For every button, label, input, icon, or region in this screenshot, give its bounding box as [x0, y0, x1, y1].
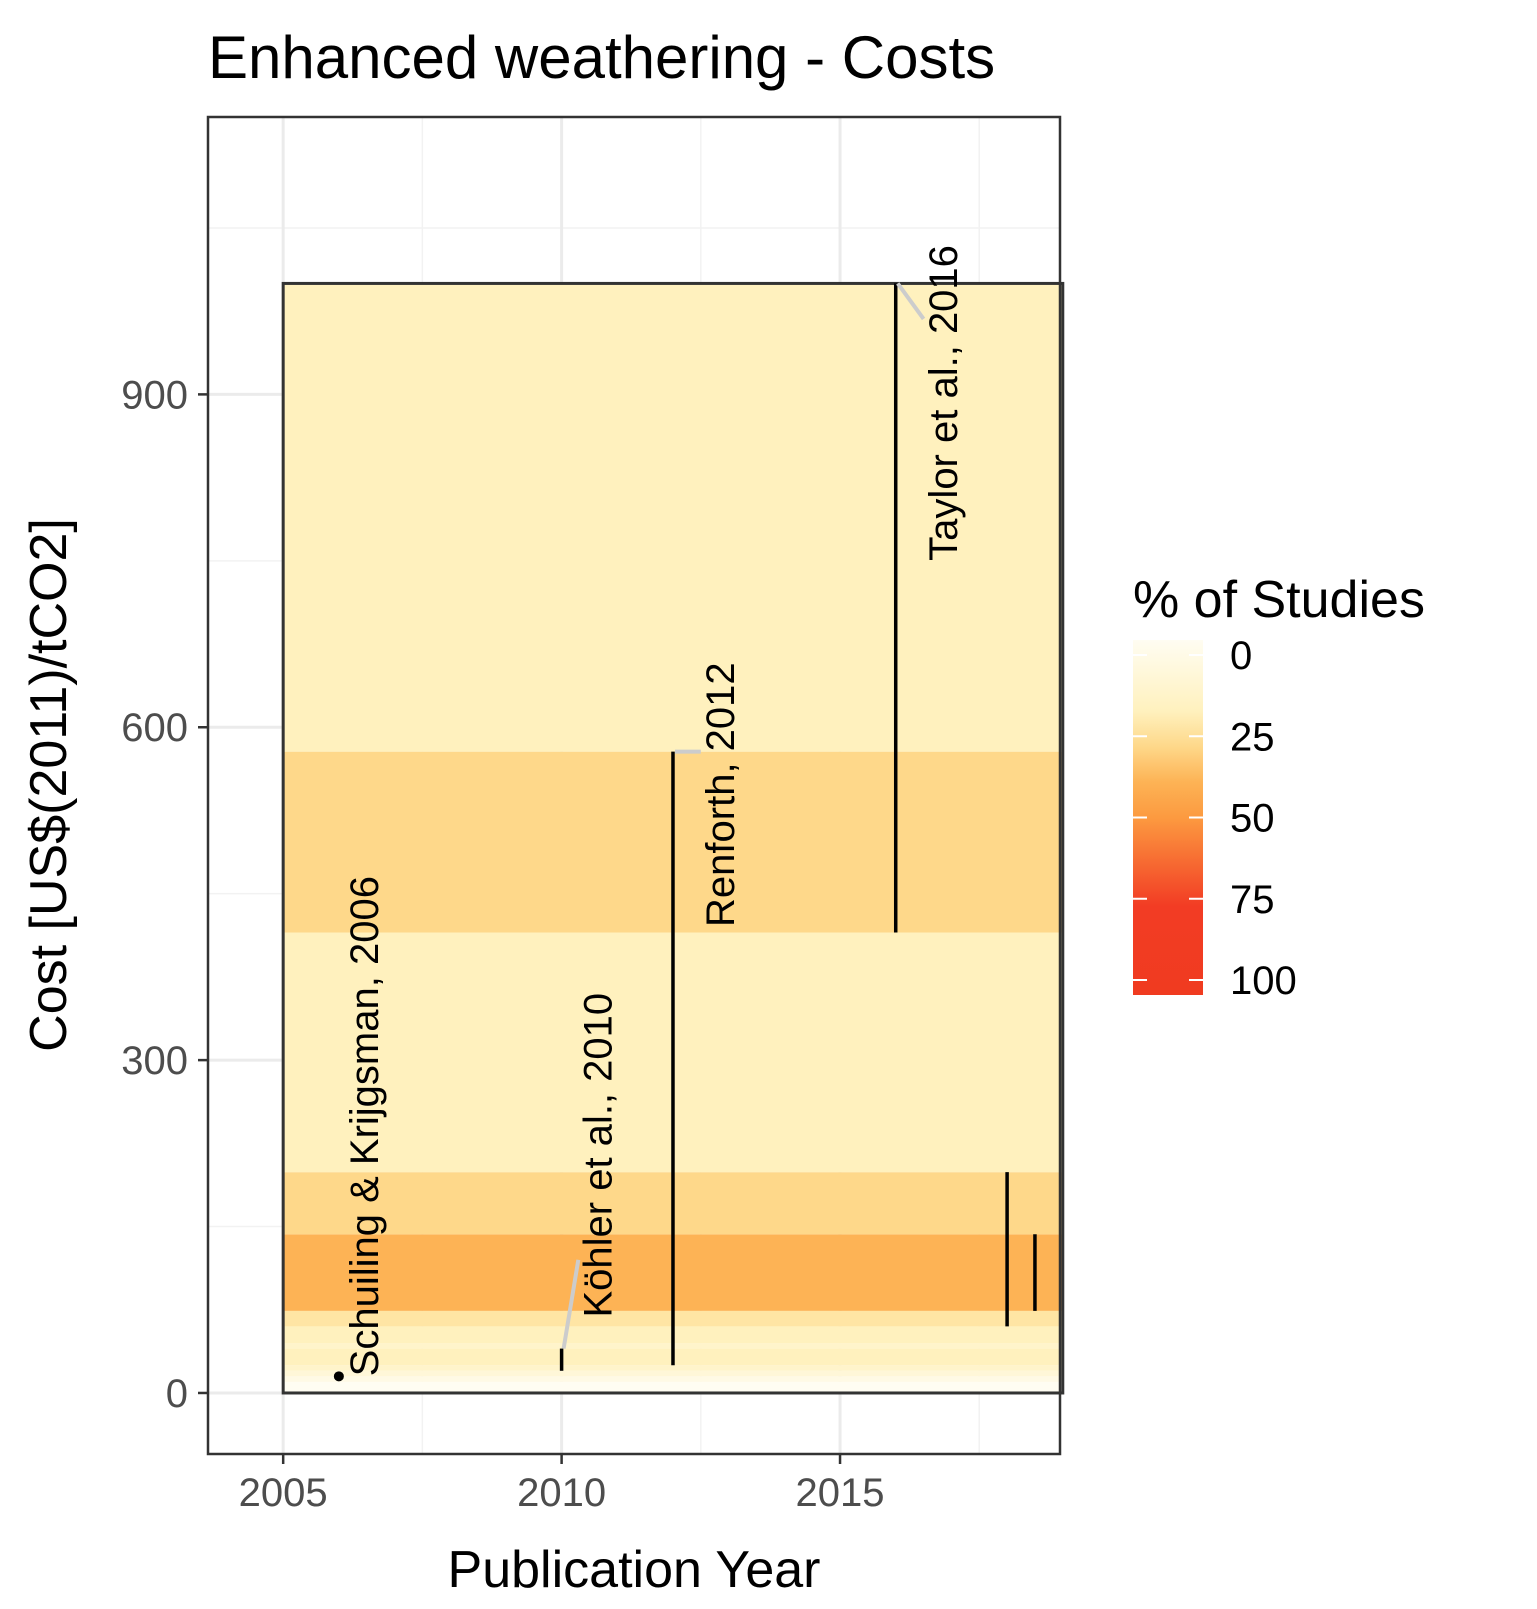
- annotation-leader: [561, 1259, 581, 1349]
- axes: 2005 2010 2015 0 300 600 900: [121, 373, 884, 1515]
- x-axis-title: Publication Year: [448, 1541, 821, 1599]
- legend-tick-label: 50: [1230, 797, 1275, 841]
- cost-point: [333, 1371, 344, 1382]
- annotation-label: Schuiling & Krijgsman, 2006: [343, 876, 387, 1376]
- x-tick-label: 2015: [796, 1471, 885, 1515]
- annotation-label: Renforth, 2012: [699, 662, 743, 927]
- legend-tick-label: 100: [1230, 959, 1297, 1003]
- panel-border: [206, 115, 1062, 1456]
- x-tick-label: 2005: [239, 1471, 328, 1515]
- cost-band: [283, 283, 1063, 752]
- cost-band: [283, 1376, 1063, 1382]
- legend-tick-label: 0: [1230, 634, 1252, 678]
- cost-ranges: [333, 283, 1037, 1382]
- cost-band: [283, 1370, 1063, 1377]
- x-tick-label: 2010: [517, 1471, 606, 1515]
- y-tick-label: 900: [121, 373, 188, 417]
- annotation-label: Taylor et al., 2016: [922, 245, 966, 561]
- chart-title: Enhanced weathering - Costs: [208, 24, 995, 91]
- y-axis-title: Cost [US$(2011)/tCO2]: [20, 518, 78, 1052]
- legend: % of Studies 0 25 50 75 100: [1133, 571, 1425, 1003]
- legend-title: % of Studies: [1133, 571, 1425, 629]
- y-tick-label: 300: [121, 1039, 188, 1083]
- annotations: Schuiling & Krijgsman, 2006 Köhler et al.…: [343, 245, 966, 1376]
- cost-band: [283, 1365, 1063, 1371]
- y-tick-label: 0: [166, 1372, 188, 1416]
- cost-band: [283, 1381, 1063, 1393]
- legend-tick-label: 25: [1230, 715, 1275, 759]
- legend-tick-label: 75: [1230, 878, 1275, 922]
- y-tick-label: 600: [121, 706, 188, 750]
- legend-ticks: 0 25 50 75 100: [1133, 634, 1297, 1003]
- band-outline: [281, 281, 1065, 1395]
- annotation-label: Köhler et al., 2010: [577, 993, 621, 1318]
- annotation-leader: [896, 282, 926, 321]
